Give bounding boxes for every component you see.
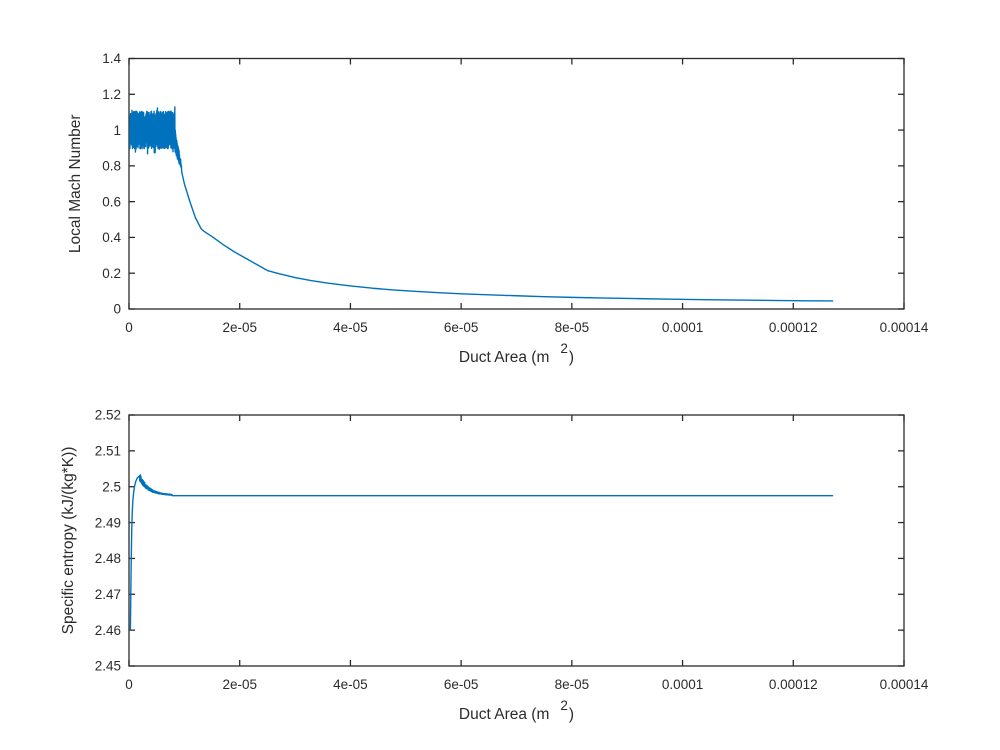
x-tick-label: 0: [125, 677, 133, 692]
y-tick-label: 2.52: [95, 408, 121, 423]
x-tick-label: 0.00012: [769, 320, 818, 335]
y-tick-label: 0.6: [102, 194, 121, 209]
y-tick-label: 1: [113, 123, 121, 138]
y-tick-label: 2.45: [95, 659, 121, 674]
y-tick-label: 2.47: [95, 587, 121, 602]
x-tick-label: 4e-05: [333, 320, 368, 335]
y-axis-label: Specific entropy (kJ/(kg*K)): [60, 447, 77, 635]
axes-box: [128, 414, 905, 667]
y-tick-label: 2.51: [95, 444, 121, 459]
x-axis-label: Duct Area (m2): [459, 341, 574, 366]
y-tick-label: 0: [113, 302, 121, 317]
x-tick-label: 0.00014: [880, 677, 929, 692]
x-tick-label: 2e-05: [222, 677, 257, 692]
y-tick-label: 2.49: [95, 515, 121, 530]
y-tick-label: 1.2: [102, 87, 121, 102]
x-axis-label: Duct Area (m2): [459, 698, 574, 723]
entropy-chart: 0 2e-05 4e-05 6e-05 8e-05 0.0001 0.00012 0.0001…: [60, 408, 929, 723]
x-tick-label: 6e-05: [444, 320, 479, 335]
x-tick-label: 6e-05: [444, 677, 479, 692]
x-tick-label: 0.00014: [880, 320, 929, 335]
x-tick-label: 8e-05: [555, 677, 590, 692]
y-tick-label: 1.4: [102, 51, 121, 66]
y-tick-label: 0.2: [102, 266, 121, 281]
series-line-mach-chart: [129, 106, 834, 302]
x-tick-label: 0.0001: [662, 677, 703, 692]
y-axis-label: Local Mach Number: [67, 114, 84, 253]
x-tick-label: 0: [125, 320, 133, 335]
x-tick-label: 0.0001: [662, 320, 703, 335]
y-tick-label: 2.46: [95, 623, 121, 638]
y-tick-label: 0.4: [102, 230, 121, 245]
axes-box: [128, 57, 905, 310]
x-tick-label: 8e-05: [555, 320, 590, 335]
mach-chart: 0 2e-05 4e-05 6e-05 8e-05 0.0001 0.00012 0.0001…: [67, 51, 929, 366]
y-tick-label: 2.5: [102, 479, 121, 494]
x-tick-label: 0.00012: [769, 677, 818, 692]
x-tick-label: 2e-05: [222, 320, 257, 335]
series-line-entropy-chart: [129, 474, 834, 631]
y-tick-label: 2.48: [95, 551, 121, 566]
x-tick-label: 4e-05: [333, 677, 368, 692]
y-tick-label: 0.8: [102, 159, 121, 174]
